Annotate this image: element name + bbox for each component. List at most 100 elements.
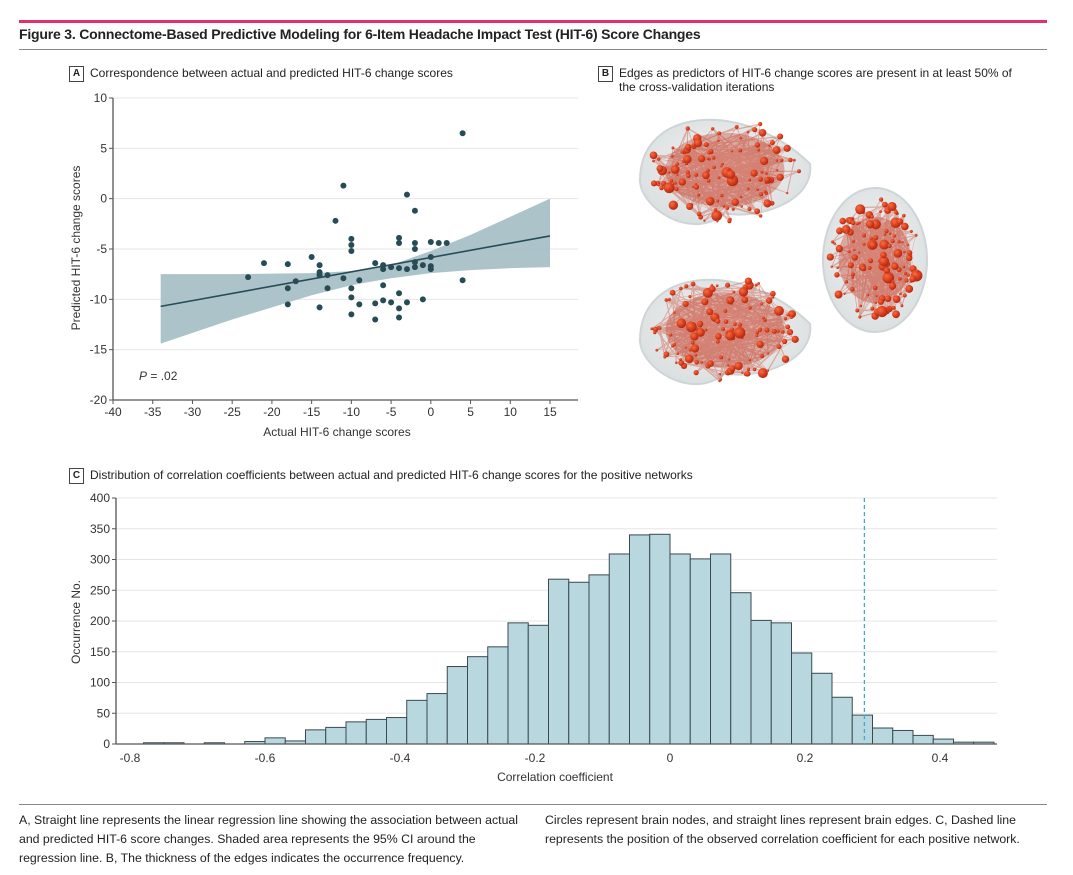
brain-edge: [731, 150, 782, 161]
brain-edge: [711, 303, 762, 318]
brain-edge: [725, 303, 762, 322]
brain-edge: [680, 329, 761, 360]
brain-edge: [734, 291, 744, 325]
brain-node: [756, 340, 764, 349]
brain-edge: [727, 193, 762, 209]
brain-node: [687, 327, 690, 330]
brain-node: [878, 197, 884, 202]
brain-node: [899, 292, 902, 296]
brain-node: [747, 207, 752, 212]
brain-node: [759, 353, 765, 359]
brain-edge: [691, 317, 792, 328]
brain-node: [740, 371, 744, 374]
brain-node: [748, 178, 752, 182]
brain-edge: [713, 133, 720, 158]
brain-edge: [693, 146, 710, 160]
brain-edge: [717, 283, 759, 342]
brain-edge: [734, 144, 758, 203]
brain-edge: [758, 283, 791, 333]
brain-edge: [692, 150, 733, 188]
brain-edge: [693, 144, 750, 181]
brain-edge: [696, 313, 793, 363]
brain-node: [770, 290, 776, 297]
brain-node: [715, 318, 721, 324]
brain-edge: [740, 144, 758, 151]
brain-node: [676, 173, 679, 176]
brain-edge: [730, 303, 743, 373]
brain-edge: [731, 150, 767, 194]
brain-edge: [658, 327, 783, 333]
tick-label-x: 15: [543, 405, 557, 419]
data-point: [459, 130, 466, 137]
brain-edge: [676, 172, 755, 190]
brain-edge: [720, 307, 751, 380]
brain-edge: [886, 234, 917, 265]
data-point: [348, 311, 355, 318]
panel-c-x-label: Correlation coefficient: [497, 770, 614, 784]
brain-edge: [669, 298, 731, 337]
brain-node: [891, 305, 896, 310]
brain-node: [673, 181, 677, 185]
data-point: [403, 191, 410, 198]
brain-edge: [708, 152, 717, 210]
brain-node: [739, 195, 743, 199]
brain-edge: [663, 128, 689, 184]
brain-edge: [656, 291, 735, 351]
brain-edge: [693, 144, 781, 178]
brain-node: [734, 124, 739, 129]
brain-edge: [658, 327, 768, 372]
data-point: [396, 239, 403, 246]
brain-node: [663, 355, 667, 359]
brain-edge: [891, 206, 910, 253]
brain-edge: [712, 128, 762, 195]
brain-edge: [708, 165, 722, 182]
data-point: [380, 266, 387, 273]
brain-edge: [707, 288, 713, 366]
data-point: [411, 207, 418, 214]
panel-c-letter: C: [69, 468, 84, 484]
brain-node: [758, 128, 767, 137]
brain-edge: [836, 235, 865, 276]
brain-node: [850, 220, 856, 226]
brain-node: [684, 143, 692, 151]
brain-edge: [658, 158, 687, 164]
brain-edge: [701, 330, 779, 363]
brain-edge: [696, 186, 734, 210]
brain-edge: [757, 283, 763, 305]
brain-edge: [653, 155, 717, 217]
brain-node: [836, 227, 844, 235]
brain-edge: [689, 179, 772, 207]
brain-node: [746, 187, 750, 191]
brain-edge: [668, 144, 770, 189]
brain-edge: [708, 158, 730, 222]
brain-node: [744, 277, 753, 285]
brain-edge: [697, 142, 733, 152]
brain-edge: [681, 313, 793, 364]
histogram-bar: [345, 721, 367, 745]
tick-label-x: -15: [303, 405, 321, 419]
brain-edge: [666, 296, 773, 301]
tick-label-x: -25: [224, 405, 242, 419]
brain-edge: [884, 204, 897, 315]
brain-edge: [745, 286, 796, 340]
brain-edge: [852, 277, 858, 311]
brain-node: [656, 157, 661, 161]
brain-edge: [717, 341, 764, 374]
histogram-bar: [264, 737, 286, 745]
brain-edge: [836, 274, 889, 279]
brain-edge: [754, 129, 773, 204]
brain-edge: [850, 231, 905, 268]
brain-node: [884, 228, 889, 234]
brain-edge: [669, 179, 771, 189]
data-point: [411, 246, 418, 252]
brain-edge: [681, 362, 728, 374]
brain-edge: [698, 150, 741, 196]
brain-node: [836, 266, 839, 269]
data-point: [348, 285, 355, 292]
brain-edge: [721, 131, 749, 196]
brain-edge: [689, 353, 769, 360]
brain-edge: [740, 137, 767, 183]
brain-node: [763, 189, 767, 193]
brain-edge: [696, 328, 722, 380]
data-point: [443, 239, 450, 246]
